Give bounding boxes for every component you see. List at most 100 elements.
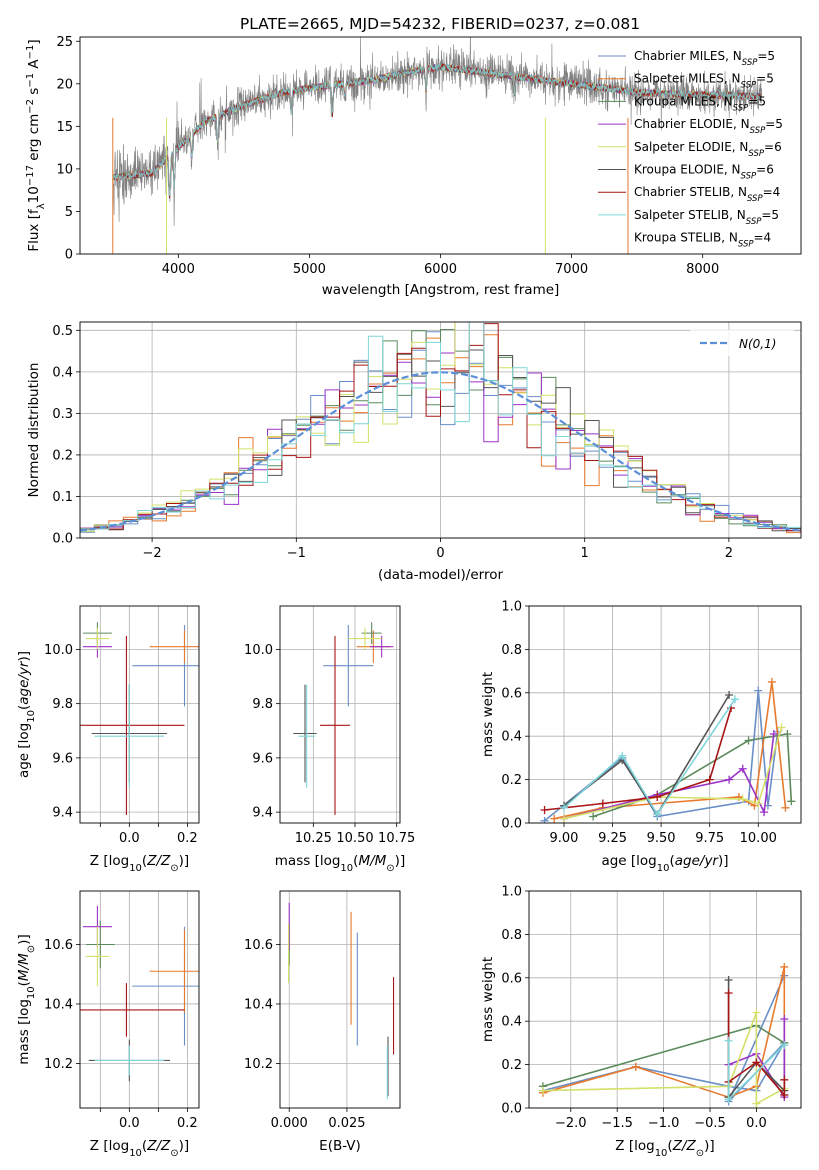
errorbar-5 <box>293 684 317 783</box>
weight-marker <box>550 814 559 823</box>
y-axis-label: mass weight <box>480 957 496 1042</box>
x-axis-label: Z [log10(Z/Z⊙)] <box>90 853 189 874</box>
weight-marker <box>752 1099 761 1108</box>
legend-spectrum: Chabrier MILES, NSSP=5 Salpeter MILES, NS… <box>598 49 783 250</box>
axes-spectrum: 4000 5000 6000 7000 8000 0 5 10 15 20 25 Chabrier M… <box>25 35 802 298</box>
x-tick-label: 0.0 <box>746 1116 767 1131</box>
plot-area-z-age <box>80 622 199 815</box>
weight-marker <box>787 797 796 806</box>
y-tick-label: 5 <box>65 205 73 220</box>
y-tick-label: 9.4 <box>252 806 273 821</box>
weight-marker <box>725 775 734 784</box>
x-axis-label: mass [log10(M/M⊙)] <box>275 853 405 874</box>
weight-marker <box>780 1075 789 1084</box>
x-tick-label: 10.75 <box>378 831 415 846</box>
x-tick-label: 10.25 <box>295 831 332 846</box>
legend-frame <box>690 330 794 356</box>
axes-frame <box>79 36 802 255</box>
plot-area-z-mass <box>80 905 199 1082</box>
y-tick-label: 0.0 <box>52 532 73 547</box>
weight-marker <box>724 988 733 997</box>
y-tick-label: 0.5 <box>52 324 73 339</box>
errorbar-0 <box>323 624 374 707</box>
x-tick-label: −1.0 <box>648 1116 680 1131</box>
x-axis-label: wavelength [Angstrom, rest frame] <box>322 282 560 298</box>
weight-marker <box>769 730 778 739</box>
x-tick-label: 5000 <box>293 262 326 277</box>
weight-marker <box>738 764 747 773</box>
x-tick-label: 4000 <box>162 262 195 277</box>
x-tick-label: 0 <box>436 546 444 561</box>
weight-marker <box>783 730 792 739</box>
weight-marker <box>705 775 714 784</box>
weight-marker <box>744 736 753 745</box>
weight-marker <box>618 751 627 760</box>
y-tick-label: 0.0 <box>501 1102 522 1117</box>
x-tick-label: −0.5 <box>694 1116 726 1131</box>
legend-label: Chabrier ELODIE, NSSP=5 <box>634 117 783 136</box>
y-axis-label: mass [log10(M/M⊙)] <box>16 934 37 1064</box>
weight-marker <box>780 1015 789 1024</box>
x-tick-label: −1 <box>287 546 306 561</box>
x-axis-label: Z [log10(Z/Z⊙)] <box>90 1138 189 1159</box>
histogram-7 <box>80 322 801 530</box>
y-tick-label: 10.2 <box>244 1057 273 1072</box>
figure-title: PLATE=2665, MJD=54232, FIBERID=0237, z=0… <box>240 15 640 33</box>
weight-marker <box>760 808 769 817</box>
plot-area-ebv-mass <box>287 902 395 1100</box>
axes-frame <box>79 605 200 824</box>
y-tick-label: 0.2 <box>501 1058 522 1073</box>
axes-frame <box>279 605 401 824</box>
errorbar-6 <box>80 635 185 815</box>
y-tick-label: 0.4 <box>501 730 522 745</box>
y-tick-label: 0.3 <box>52 407 73 422</box>
y-tick-label: 10.0 <box>244 643 273 658</box>
weight-marker <box>724 975 733 984</box>
y-tick-label: 0.4 <box>501 1015 522 1030</box>
x-tick-label: 0.0 <box>119 1116 140 1131</box>
legend-label: Kroupa STELIB, NSSP=4 <box>634 231 771 250</box>
errorbar-7 <box>94 684 165 788</box>
x-tick-label: −2 <box>143 546 162 561</box>
weight-marker <box>752 1008 761 1017</box>
y-tick-label: 9.8 <box>252 697 273 712</box>
x-tick-label: 0.2 <box>177 1116 198 1131</box>
y-tick-label: 9.6 <box>252 751 273 766</box>
plot-area-age-weight <box>540 677 796 823</box>
weight-line-5 <box>563 694 730 816</box>
weight-marker <box>724 1095 733 1104</box>
y-tick-label: 10.6 <box>44 938 73 953</box>
y-axis-label: age [log10(age/yr)] <box>16 651 37 778</box>
weight-marker <box>780 962 789 971</box>
errorbar-1 <box>149 630 199 663</box>
axes-residuals: −2 −1 0 1 2 0.0 0.1 0.2 0.3 0.4 0.5 N(0,1) (data-mod… <box>26 321 802 583</box>
x-tick-label: 0.000 <box>271 1116 308 1131</box>
y-axis-label: mass weight <box>480 672 496 757</box>
y-tick-label: 10.2 <box>44 1057 73 1072</box>
y-tick-label: 0.6 <box>501 686 522 701</box>
axes-frame <box>528 890 802 1109</box>
legend-label: Chabrier STELIB, NSSP=4 <box>634 185 780 204</box>
weight-marker <box>738 795 747 804</box>
legend-label: Chabrier MILES, NSSP=5 <box>634 49 775 68</box>
weight-marker <box>767 677 776 686</box>
weight-marker <box>724 1036 733 1045</box>
axes-frame <box>279 890 401 1109</box>
errorbar-4 <box>85 627 110 650</box>
x-tick-label: 0.2 <box>177 831 198 846</box>
axes-z-mass: 0.0 0.2 10.2 10.4 10.6 Z [log10(Z/Z⊙)] mass [l… <box>16 890 200 1159</box>
errorbar-3 <box>370 635 394 658</box>
x-axis-label: E(B-V) <box>319 1138 361 1154</box>
legend-label: Kroupa ELODIE, NSSP=6 <box>634 163 774 182</box>
y-tick-label: 15 <box>56 120 73 135</box>
gaussian-curve <box>80 371 801 532</box>
errorbar-4 <box>85 926 110 987</box>
weight-line-3 <box>563 733 775 820</box>
errorbar-6 <box>80 983 185 1037</box>
plot-area-residuals <box>80 322 801 534</box>
weight-marker <box>725 690 734 699</box>
x-tick-label: 6000 <box>424 262 457 277</box>
y-tick-label: 0.8 <box>501 643 522 658</box>
x-tick-label: 1 <box>581 546 589 561</box>
